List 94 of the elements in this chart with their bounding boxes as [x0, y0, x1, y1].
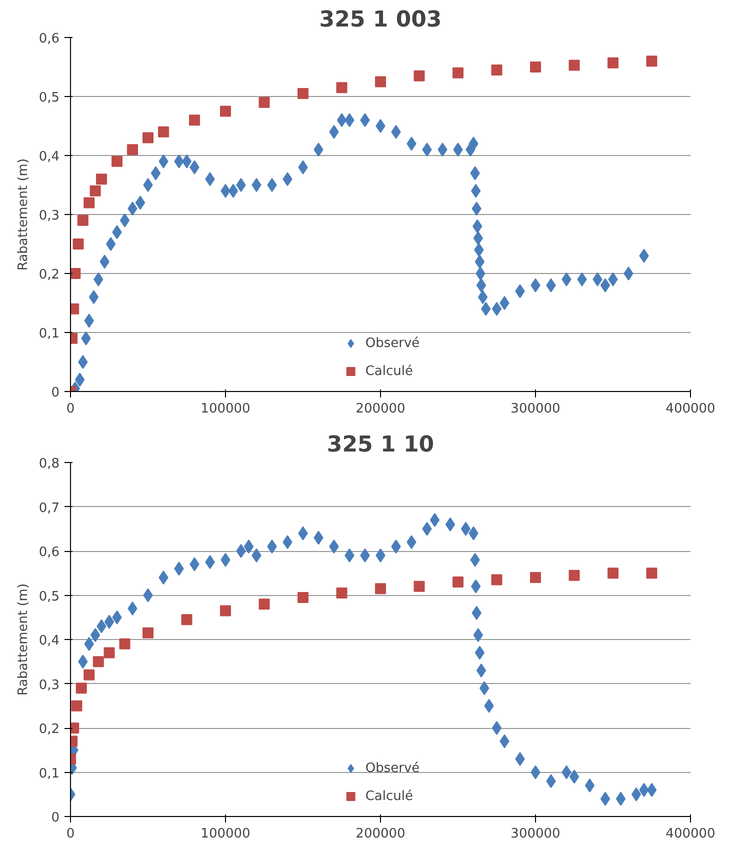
point — [414, 70, 425, 82]
point — [646, 568, 658, 579]
y-tick-label: 0,7 — [38, 500, 60, 516]
y-tick-label: 0,6 — [38, 32, 60, 46]
point — [569, 770, 580, 784]
x-tick-label: 300000 — [510, 402, 560, 416]
point — [608, 568, 618, 579]
point — [112, 156, 122, 167]
point — [491, 574, 502, 586]
x-tick-label: 400000 — [666, 402, 716, 416]
point — [470, 579, 481, 594]
point — [445, 517, 456, 532]
y-tick-label: 0,3 — [38, 208, 60, 224]
point — [530, 572, 541, 584]
point — [375, 583, 386, 594]
point — [220, 605, 231, 616]
point — [142, 627, 154, 638]
point — [298, 592, 308, 603]
legend-label: Calculé — [365, 364, 414, 378]
x-tick-label: 0 — [66, 402, 75, 416]
point — [71, 700, 82, 712]
x-tick-label: 0 — [66, 826, 75, 842]
x-tick-label: 300000 — [510, 826, 560, 842]
legend-label: Observé — [365, 760, 420, 776]
point — [336, 588, 348, 599]
point — [72, 238, 84, 250]
y-tick-label: 0,8 — [38, 456, 60, 472]
point — [104, 647, 115, 658]
point — [90, 628, 100, 642]
point — [90, 185, 101, 196]
point — [104, 614, 114, 629]
chart-title: 325 1 003 — [319, 8, 442, 32]
point — [236, 544, 246, 558]
y-tick-label: 0 — [51, 386, 60, 400]
point — [119, 638, 130, 650]
point — [244, 540, 254, 554]
y-tick-label: 0,4 — [38, 634, 60, 648]
point — [127, 144, 138, 156]
point — [336, 82, 348, 94]
point — [491, 64, 502, 76]
point — [84, 669, 95, 680]
point — [430, 513, 440, 528]
point — [181, 614, 192, 626]
point — [646, 782, 657, 797]
x-tick-label: 200000 — [356, 402, 406, 416]
y-tick-label: 0,5 — [38, 589, 60, 604]
point — [92, 656, 104, 668]
point — [452, 67, 464, 78]
point — [70, 268, 81, 279]
point — [460, 522, 471, 536]
point — [474, 646, 485, 660]
point — [96, 174, 107, 185]
point — [452, 576, 464, 588]
point — [84, 197, 95, 208]
point — [584, 778, 595, 793]
y-tick-label: 0,1 — [38, 766, 60, 782]
point — [492, 721, 502, 735]
point — [258, 96, 270, 108]
y-axis-title: Rabattement (m) — [16, 158, 31, 271]
point — [258, 598, 270, 610]
y-tick-label: 0,4 — [38, 150, 60, 164]
legend-label: Calculé — [365, 788, 414, 804]
point — [142, 132, 154, 144]
point — [220, 106, 231, 117]
point — [77, 214, 88, 226]
x-tick-label: 100000 — [200, 402, 250, 416]
y-tick-label: 0,3 — [38, 678, 60, 693]
x-tick-label: 400000 — [666, 826, 716, 842]
point — [600, 792, 610, 806]
x-tick-label: 100000 — [200, 826, 250, 842]
y-tick-label: 0,6 — [38, 545, 60, 560]
point — [530, 62, 541, 72]
point — [375, 76, 386, 88]
point — [568, 570, 580, 581]
point — [76, 682, 87, 694]
point — [189, 114, 200, 126]
y-tick-label: 0 — [51, 810, 60, 826]
y-tick-label: 0,2 — [38, 722, 60, 737]
chart-title: 325 1 10 — [326, 432, 434, 458]
point — [414, 580, 425, 592]
y-tick-label: 0,5 — [38, 90, 60, 106]
point — [158, 126, 169, 138]
legend-label: Observé — [365, 336, 420, 350]
y-tick-label: 0,2 — [38, 268, 60, 282]
point — [608, 57, 618, 68]
point — [646, 56, 658, 67]
y-axis-title: Rabattement (m) — [16, 583, 31, 696]
point — [298, 88, 308, 100]
x-tick-label: 200000 — [356, 826, 406, 842]
point — [616, 792, 626, 806]
point — [568, 60, 580, 71]
point — [476, 663, 486, 678]
y-tick-label: 0,1 — [38, 326, 60, 342]
point — [631, 787, 642, 802]
